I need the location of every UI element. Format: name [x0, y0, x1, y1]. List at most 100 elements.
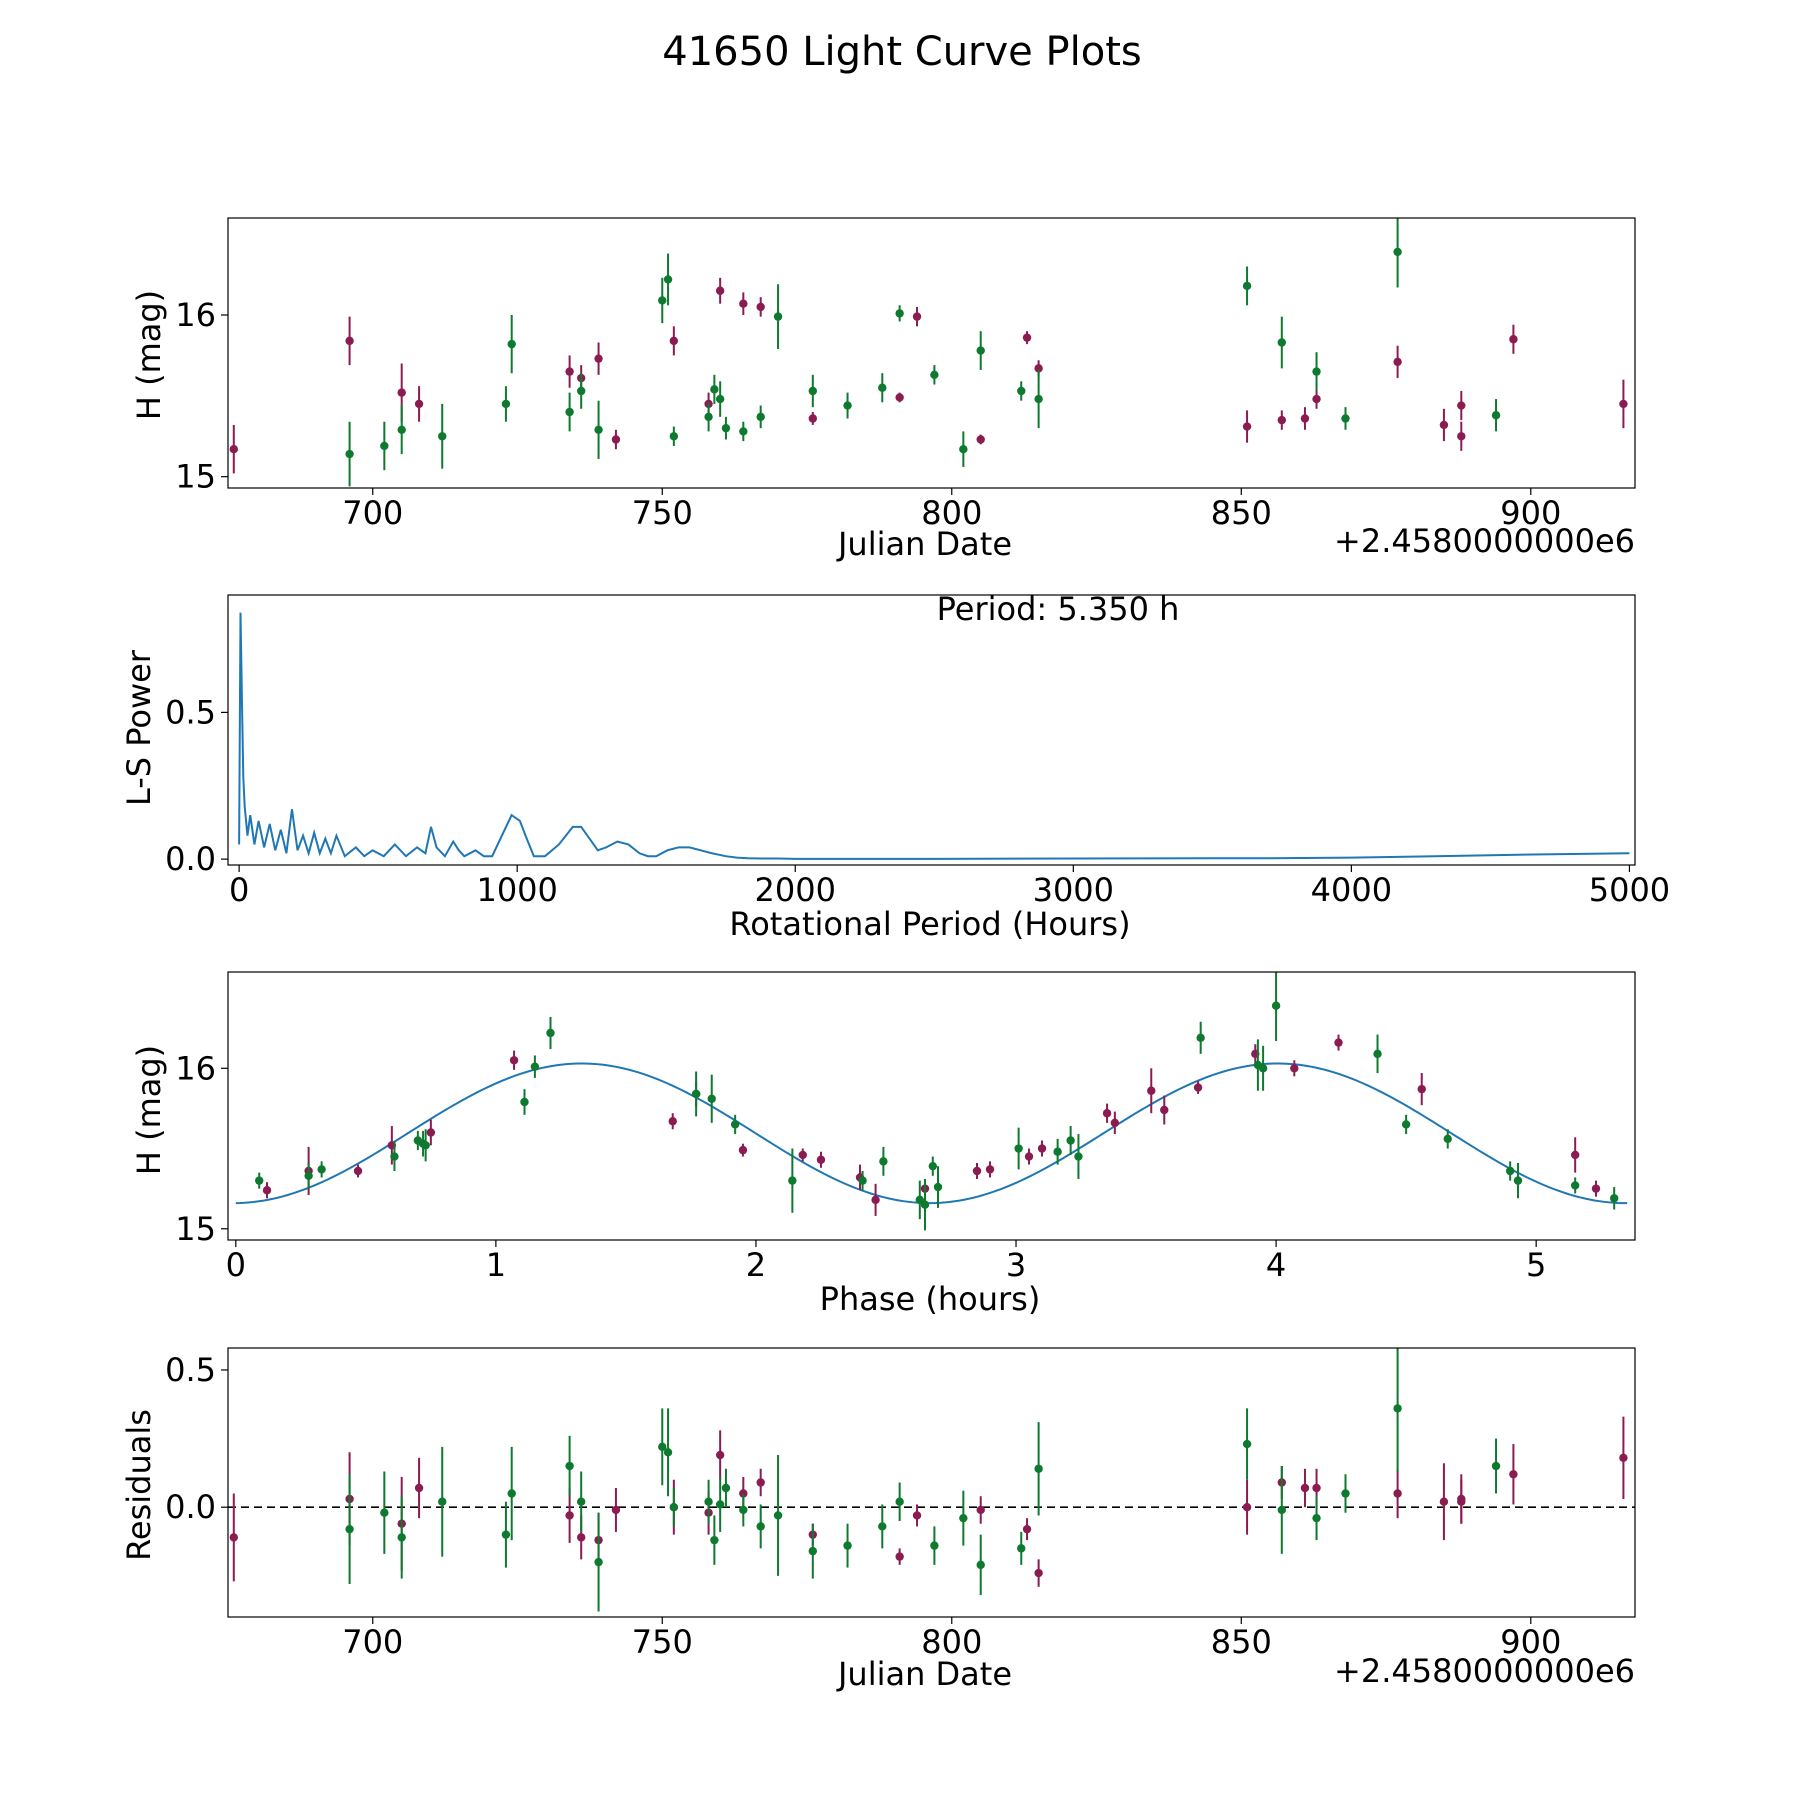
- data-marker: [507, 339, 516, 349]
- data-point-green: [1242, 1408, 1252, 1480]
- data-point-green: [1491, 399, 1501, 432]
- data-point-green: [808, 374, 818, 408]
- data-marker: [773, 1511, 783, 1520]
- figure-title: 41650 Light Curve Plots: [662, 29, 1141, 75]
- data-marker: [1619, 399, 1628, 409]
- data-marker: [707, 1094, 716, 1103]
- x-tick-label: 850: [1211, 494, 1272, 532]
- data-point-magenta: [668, 1113, 677, 1130]
- data-marker: [509, 1056, 519, 1065]
- data-marker: [520, 1097, 529, 1107]
- data-point-magenta: [594, 342, 603, 375]
- light-curve-panel: H (mag) Julian Date +2.4580000000e6 700 7…: [130, 217, 1636, 563]
- data-point-magenta: [976, 434, 985, 445]
- data-point-magenta: [756, 297, 765, 317]
- data-marker: [738, 1145, 748, 1155]
- data-marker: [704, 1497, 713, 1506]
- data-marker: [397, 388, 406, 397]
- data-marker: [843, 401, 852, 410]
- data-point-green: [707, 1074, 716, 1123]
- data-marker: [414, 1483, 424, 1493]
- data-point-green: [1258, 1045, 1268, 1091]
- data-marker: [930, 370, 939, 380]
- data-point-magenta: [715, 277, 725, 304]
- data-marker: [594, 1557, 603, 1567]
- x-tick-label: 5: [1526, 1246, 1546, 1284]
- data-marker: [739, 427, 748, 436]
- axes-frame: [227, 971, 1636, 1241]
- data-point-green: [1312, 352, 1321, 391]
- data-point-green: [1074, 1134, 1083, 1180]
- data-marker: [1034, 394, 1043, 404]
- data-point-green: [773, 284, 783, 349]
- data-marker: [1053, 1147, 1062, 1156]
- data-marker: [1242, 281, 1252, 291]
- data-point-magenta: [426, 1119, 436, 1146]
- data-marker: [668, 1117, 677, 1126]
- data-marker: [345, 1524, 354, 1534]
- data-marker: [1300, 414, 1310, 423]
- data-marker: [1609, 1194, 1619, 1203]
- data-point-green: [788, 1148, 797, 1213]
- data-point-magenta: [565, 1487, 574, 1543]
- data-point-green: [1053, 1138, 1062, 1165]
- panel1-offset-label: +2.4580000000e6: [1334, 522, 1635, 560]
- data-marker: [1509, 1470, 1518, 1479]
- data-point-green: [1341, 407, 1350, 430]
- data-marker: [976, 1505, 985, 1515]
- data-point-magenta: [1160, 1095, 1169, 1125]
- data-point-green: [1609, 1187, 1619, 1210]
- data-marker: [1393, 1489, 1402, 1498]
- data-point-magenta: [1570, 1137, 1580, 1173]
- data-marker: [1393, 1404, 1402, 1413]
- data-marker: [912, 312, 922, 321]
- data-marker: [1457, 1497, 1466, 1506]
- x-tick-label: 2000: [755, 871, 836, 909]
- data-point-green: [1034, 1422, 1043, 1516]
- phased-curve-panel: H (mag) Phase (hours) 0 1 2 3 4 5 15 16: [130, 971, 1636, 1318]
- data-point-magenta: [871, 1183, 880, 1216]
- data-marker: [669, 432, 679, 441]
- data-point-green: [1393, 1348, 1402, 1472]
- data-marker: [611, 435, 621, 444]
- data-marker: [959, 1513, 968, 1523]
- data-point-green: [704, 402, 713, 432]
- data-point-green: [920, 1179, 930, 1231]
- data-marker: [1017, 386, 1026, 396]
- data-point-green: [576, 1471, 586, 1532]
- data-point-magenta: [1457, 390, 1466, 421]
- data-marker: [1341, 414, 1350, 423]
- data-point-magenta: [1393, 1468, 1402, 1519]
- data-marker: [1570, 1150, 1580, 1160]
- data-marker: [1196, 1033, 1205, 1042]
- data-marker: [704, 412, 713, 422]
- data-marker: [397, 1533, 406, 1542]
- data-marker: [594, 354, 603, 363]
- data-point-green: [1014, 1127, 1023, 1170]
- data-marker: [611, 1505, 621, 1515]
- data-marker: [669, 336, 679, 346]
- data-point-magenta: [739, 292, 748, 316]
- data-marker: [756, 412, 765, 422]
- data-marker: [715, 1450, 725, 1460]
- data-marker: [1334, 1038, 1343, 1047]
- data-marker: [715, 1500, 725, 1509]
- data-point-green: [730, 1114, 740, 1135]
- data-marker: [1491, 411, 1501, 420]
- data-point-green: [1017, 1531, 1026, 1565]
- data-point-green: [1271, 972, 1281, 1042]
- data-point-green: [930, 1526, 939, 1565]
- data-point-magenta: [1147, 1068, 1156, 1114]
- data-point-magenta: [985, 1161, 995, 1178]
- data-point-magenta: [756, 1468, 765, 1497]
- data-point-green: [663, 253, 673, 306]
- axes-frame: [227, 1347, 1636, 1618]
- data-marker: [928, 1161, 938, 1171]
- data-point-magenta: [414, 1457, 424, 1519]
- data-point-magenta: [1300, 407, 1310, 430]
- data-point-green: [1242, 266, 1252, 306]
- data-point-green: [858, 1170, 867, 1191]
- data-point-green: [565, 1435, 574, 1497]
- data-marker: [739, 299, 748, 308]
- data-marker: [507, 1489, 516, 1498]
